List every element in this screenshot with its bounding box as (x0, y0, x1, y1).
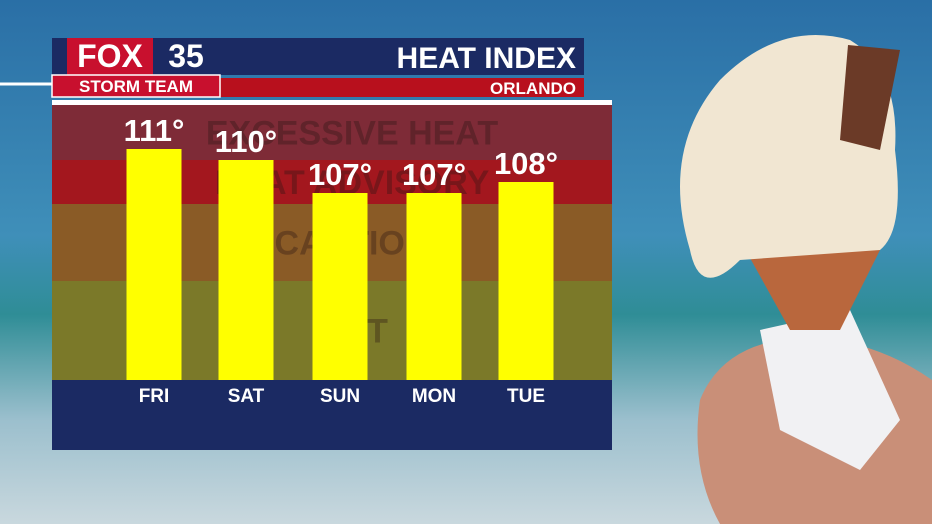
category-label: SAT (228, 386, 265, 407)
value-label: 110° (215, 124, 277, 159)
team-label: STORM TEAM (79, 77, 193, 96)
chart-subtitle: ORLANDO (490, 79, 576, 98)
bar (126, 149, 182, 380)
value-label: 111° (124, 113, 185, 148)
category-label: MON (412, 386, 456, 407)
value-label: 107° (402, 157, 466, 192)
category-label: FRI (139, 386, 170, 407)
bar (218, 160, 274, 380)
team-bar (51, 74, 221, 98)
divider (52, 100, 612, 105)
bar (498, 182, 554, 380)
band-label: EXCESSIVE HEAT (206, 115, 498, 153)
ice-cream-photo (680, 35, 932, 524)
category-label: TUE (507, 386, 545, 407)
value-label: 108° (494, 146, 558, 181)
category-label: SUN (320, 386, 360, 407)
bar (312, 193, 368, 380)
logo-fox (67, 38, 153, 75)
bar (406, 193, 462, 380)
logo-channel: 35 (168, 38, 204, 74)
value-label: 107° (308, 157, 372, 192)
chart-title: HEAT INDEX (397, 42, 576, 75)
logo-station: FOX (77, 38, 143, 74)
